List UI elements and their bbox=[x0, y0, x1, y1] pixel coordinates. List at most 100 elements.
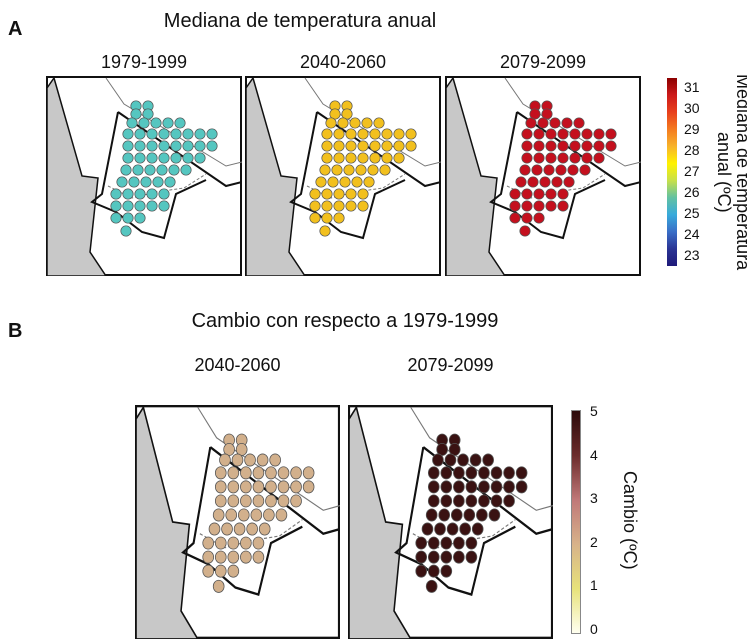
grid-point bbox=[351, 176, 363, 188]
grid-point bbox=[180, 164, 192, 176]
grid-point bbox=[206, 128, 218, 140]
grid-point bbox=[567, 164, 579, 176]
grid-point bbox=[453, 550, 465, 564]
grid-point bbox=[490, 480, 503, 494]
grid-point bbox=[331, 164, 343, 176]
grid-point bbox=[290, 480, 302, 494]
grid-point bbox=[263, 508, 275, 522]
grid-point bbox=[457, 453, 469, 467]
grid-point bbox=[557, 200, 569, 212]
grid-point bbox=[440, 466, 453, 480]
grid-point bbox=[252, 494, 265, 508]
grid-point bbox=[476, 508, 488, 522]
grid-point bbox=[231, 453, 244, 467]
grid-point bbox=[146, 140, 158, 152]
grid-point bbox=[539, 176, 551, 188]
grid-point bbox=[465, 480, 478, 494]
grid-point bbox=[569, 128, 581, 140]
grid-point bbox=[555, 164, 567, 176]
grid-point bbox=[321, 188, 333, 200]
grid-point bbox=[168, 164, 180, 176]
grid-point bbox=[490, 466, 503, 480]
grid-point bbox=[162, 117, 174, 129]
panel-b-letter: B bbox=[8, 320, 23, 342]
grid-point bbox=[174, 117, 186, 129]
grid-point bbox=[333, 200, 345, 212]
grid-point bbox=[150, 117, 162, 129]
grid-point bbox=[533, 200, 545, 212]
grid-point bbox=[557, 152, 569, 164]
grid-point bbox=[519, 164, 531, 176]
grid-point bbox=[240, 536, 252, 550]
grid-point bbox=[415, 550, 428, 564]
grid-point bbox=[561, 117, 573, 129]
grid-point bbox=[427, 564, 440, 578]
grid-point bbox=[212, 508, 225, 522]
grid-point bbox=[246, 522, 258, 536]
grid-point bbox=[252, 536, 265, 550]
grid-point bbox=[446, 522, 459, 536]
grid-point bbox=[393, 152, 405, 164]
panel-b-title: Cambio con respecto a 1979-1999 bbox=[191, 310, 499, 332]
grid-point bbox=[214, 564, 227, 578]
grid-point bbox=[233, 522, 246, 536]
colorbar-a-label-line2: anual (ºC) bbox=[714, 131, 735, 213]
grid-point bbox=[219, 453, 231, 467]
grid-point bbox=[182, 140, 194, 152]
map-a3 bbox=[445, 76, 641, 276]
land-area bbox=[135, 405, 199, 639]
grid-point bbox=[214, 480, 227, 494]
grid-point bbox=[579, 164, 591, 176]
grid-point bbox=[450, 508, 463, 522]
grid-point bbox=[208, 522, 221, 536]
grid-point bbox=[465, 550, 478, 564]
grid-point bbox=[122, 128, 134, 140]
grid-point bbox=[327, 176, 339, 188]
grid-point bbox=[333, 212, 345, 224]
panel-a-title: Mediana de temperatura anual bbox=[163, 10, 437, 32]
grid-point bbox=[227, 466, 240, 480]
grid-point bbox=[277, 466, 290, 480]
grid-point bbox=[122, 152, 134, 164]
grid-point bbox=[134, 140, 146, 152]
grid-point bbox=[503, 494, 515, 508]
grid-point bbox=[333, 188, 345, 200]
grid-point bbox=[146, 188, 158, 200]
grid-point bbox=[509, 212, 521, 224]
grid-point bbox=[405, 128, 417, 140]
grid-point bbox=[551, 176, 563, 188]
grid-point bbox=[440, 550, 453, 564]
grid-point bbox=[302, 466, 315, 480]
grid-point bbox=[521, 152, 533, 164]
grid-point bbox=[158, 188, 170, 200]
grid-point bbox=[345, 152, 357, 164]
grid-point bbox=[227, 480, 240, 494]
grid-point bbox=[459, 522, 471, 536]
grid-point bbox=[453, 480, 465, 494]
grid-point bbox=[225, 508, 238, 522]
grid-point bbox=[425, 508, 438, 522]
grid-point bbox=[333, 140, 345, 152]
grid-point bbox=[557, 188, 569, 200]
colorbar-tick-label: 3 bbox=[590, 490, 598, 507]
colorbar-tick-label: 30 bbox=[684, 100, 700, 116]
grid-point bbox=[156, 164, 168, 176]
grid-point bbox=[569, 152, 581, 164]
grid-point bbox=[333, 128, 345, 140]
grid-point bbox=[256, 453, 269, 467]
grid-point bbox=[337, 117, 349, 129]
grid-point bbox=[471, 522, 484, 536]
grid-point bbox=[478, 466, 490, 480]
grid-point bbox=[361, 117, 373, 129]
grid-point bbox=[381, 140, 393, 152]
map-a2-label: 2040-2060 bbox=[299, 52, 387, 72]
grid-point bbox=[290, 466, 302, 480]
map-b1-label: 2040-2060 bbox=[194, 355, 281, 375]
grid-point bbox=[521, 212, 533, 224]
grid-point bbox=[381, 128, 393, 140]
grid-point bbox=[463, 508, 476, 522]
grid-point bbox=[265, 466, 277, 480]
grid-point bbox=[252, 550, 265, 564]
colorbar-tick-label: 28 bbox=[684, 142, 700, 158]
grid-point bbox=[367, 164, 379, 176]
